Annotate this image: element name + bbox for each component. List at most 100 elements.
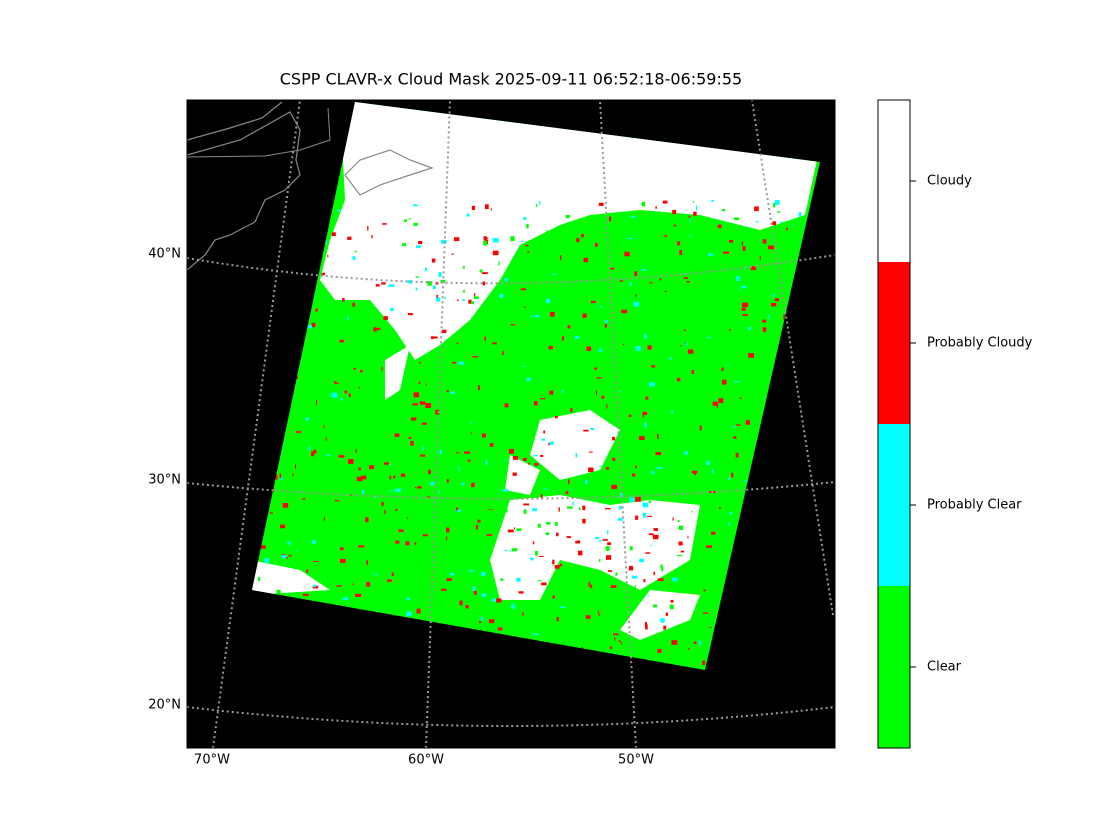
cloud-speckle [302, 593, 309, 597]
cloud-speckle [510, 324, 516, 326]
cloud-speckle [721, 579, 725, 583]
cloud-speckle [635, 515, 639, 520]
cloud-speckle [407, 313, 413, 316]
cloud-speckle [576, 238, 580, 243]
cloud-speckle [526, 224, 529, 229]
cloud-speckle [601, 618, 604, 622]
cloud-speckle [673, 224, 677, 227]
cloud-speckle [404, 387, 406, 390]
cloud-speckle [728, 522, 731, 526]
cloud-speckle [474, 296, 479, 300]
cloud-speckle [287, 541, 291, 545]
cloud-speckle [489, 350, 491, 353]
cloud-speckle [410, 417, 417, 421]
cloud-speckle [413, 204, 418, 207]
cloud-speckle [691, 470, 698, 474]
cloud-speckle [674, 420, 681, 423]
cloud-speckle [446, 578, 452, 582]
cloud-speckle [657, 578, 664, 582]
cloud-speckle [619, 390, 621, 393]
cloud-speckle [760, 304, 766, 307]
cloud-speckle [634, 296, 641, 298]
cloud-speckle [381, 527, 385, 533]
cloud-speckle [702, 612, 709, 614]
cloud-speckle [578, 507, 581, 511]
cloud-speckle [549, 390, 554, 395]
cloud-speckle [718, 398, 724, 403]
cloud-speckle [470, 422, 473, 424]
cloud-speckle [407, 574, 410, 579]
cloud-speckle [358, 545, 365, 548]
cloud-speckle [485, 460, 488, 465]
cloud-speckle [331, 232, 336, 237]
cloud-speckle [728, 455, 735, 461]
cloud-speckle [598, 202, 604, 206]
cloud-speckle [566, 536, 571, 539]
cloud-speckle [471, 205, 475, 210]
cloud-speckle [583, 277, 586, 282]
cloud-speckle [735, 452, 739, 458]
cloud-speckle [432, 336, 438, 339]
cloud-speckle [282, 503, 289, 508]
cloud-speckle [582, 518, 586, 524]
cloud-speckle [706, 545, 713, 548]
cloud-speckle [527, 251, 530, 254]
cloud-speckle [635, 345, 641, 351]
cloud-speckle [588, 467, 594, 473]
cloud-speckle [398, 529, 404, 532]
cloudy-area [385, 345, 410, 400]
cloud-speckle [377, 516, 380, 518]
cloud-speckle [564, 250, 568, 254]
cloud-speckle [762, 327, 767, 332]
cloud-speckle [504, 403, 509, 408]
cloud-speckle [535, 204, 538, 207]
cloud-speckle [657, 648, 662, 653]
cloud-speckle [533, 495, 539, 498]
cloud-speckle [607, 542, 612, 546]
cloud-speckle [691, 510, 693, 513]
cloud-speckle [352, 302, 356, 307]
cloud-speckle [555, 522, 558, 526]
cloud-speckle [419, 401, 426, 405]
cloud-speckle [629, 565, 633, 569]
cloud-speckle [553, 599, 555, 601]
cloud-speckle [677, 519, 680, 523]
cloud-speckle [721, 209, 726, 212]
cloud-speckle [686, 338, 691, 344]
cloud-speckle [523, 217, 527, 220]
cloud-speckle [723, 382, 726, 384]
cloud-speckle [742, 313, 748, 316]
lon-label: 60°W [408, 753, 444, 768]
cloud-speckle [449, 391, 456, 394]
cloud-speckle [505, 459, 507, 461]
cloud-speckle [446, 527, 450, 533]
cloud-speckle [661, 566, 664, 572]
cloud-speckle [406, 517, 408, 520]
cloud-speckle [484, 336, 487, 341]
cloud-speckle [496, 598, 502, 603]
cloud-speckle [644, 422, 647, 428]
cloud-speckle [692, 245, 697, 248]
cloud-speckle [516, 528, 522, 532]
cloud-speckle [510, 605, 516, 609]
cloud-speckle [430, 421, 435, 426]
map-frame [186, 99, 836, 749]
cloud-speckle [698, 640, 702, 646]
cloud-speckle [538, 555, 544, 557]
cloud-speckle [522, 365, 526, 367]
cloud-speckle [687, 648, 690, 650]
cloud-speckle [307, 325, 313, 329]
cloud-speckle [591, 604, 594, 607]
cloud-speckle [344, 390, 348, 394]
cloud-speckle [725, 364, 729, 366]
cloud-speckle [488, 619, 495, 624]
cloud-speckle [348, 459, 354, 464]
cloud-speckle [644, 621, 647, 627]
cloud-speckle [326, 454, 331, 456]
cloud-speckle [498, 261, 500, 266]
cloud-speckle [768, 314, 770, 320]
cloud-speckle [598, 611, 604, 614]
cloud-speckle [305, 417, 309, 421]
cloud-speckle [635, 465, 637, 469]
cloud-speckle [416, 245, 421, 249]
